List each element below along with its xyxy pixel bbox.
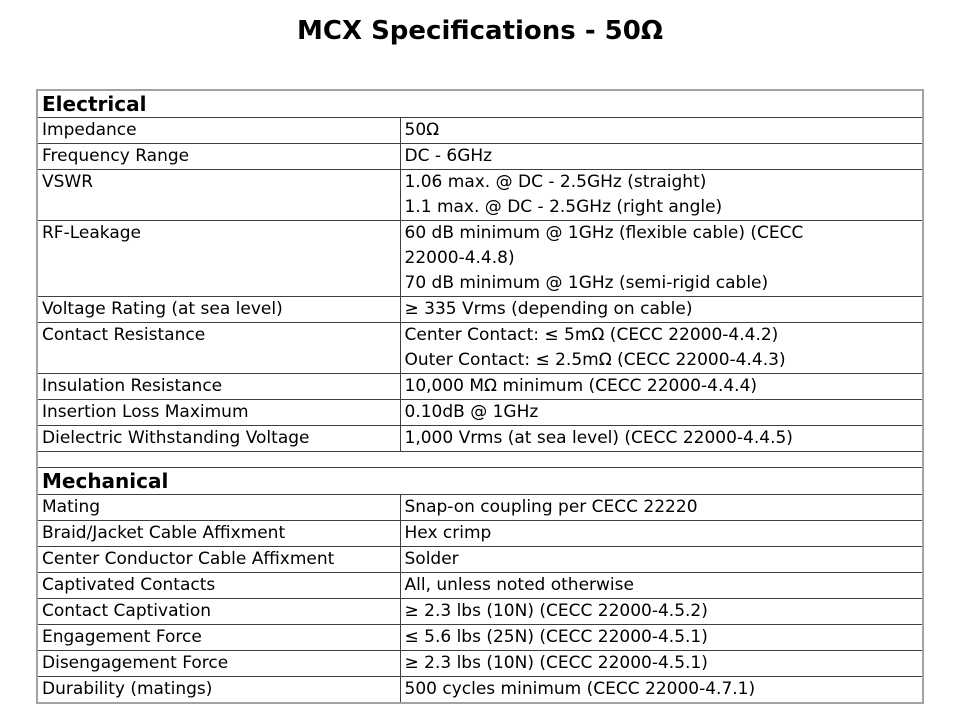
spec-label: Dielectric Withstanding Voltage <box>36 425 401 452</box>
table-row: Contact Resistance Center Contact: ≤ 5mΩ… <box>36 322 924 374</box>
spec-label: Captivated Contacts <box>36 572 401 599</box>
spec-value-line: ≤ 5.6 lbs (25N) (CECC 22000-4.5.1) <box>404 627 708 647</box>
section-row-mechanical: Mechanical <box>36 467 924 495</box>
spec-value-line: 500 cycles minimum (CECC 22000-4.7.1) <box>404 679 756 699</box>
spec-value-line: 1.06 max. @ DC - 2.5GHz (straight) <box>404 172 707 192</box>
spec-value: Hex crimp <box>399 520 924 547</box>
spec-value-line: Hex crimp <box>404 523 492 543</box>
spec-value-line: Snap-on coupling per CECC 22220 <box>404 497 698 517</box>
spec-value-line: 1.1 max. @ DC - 2.5GHz (right angle) <box>404 197 723 217</box>
spec-label: Engagement Force <box>36 624 401 651</box>
spec-value: All, unless noted otherwise <box>399 572 924 599</box>
table-row: Dielectric Withstanding Voltage 1,000 Vr… <box>36 425 924 452</box>
table-row: Captivated Contacts All, unless noted ot… <box>36 572 924 599</box>
spec-label: Insertion Loss Maximum <box>36 399 401 426</box>
spec-label: Disengagement Force <box>36 650 401 677</box>
table-row: Braid/Jacket Cable Affixment Hex crimp <box>36 520 924 547</box>
spec-value-line: 0.10dB @ 1GHz <box>404 402 539 422</box>
spec-value-line: All, unless noted otherwise <box>404 575 634 595</box>
spec-value-line: Solder <box>404 549 459 569</box>
spec-value: ≤ 5.6 lbs (25N) (CECC 22000-4.5.1) <box>399 624 924 651</box>
spec-label: Frequency Range <box>36 143 401 170</box>
spec-label: Contact Resistance <box>36 322 401 374</box>
spec-label: Braid/Jacket Cable Affixment <box>36 520 401 547</box>
table-row: Insertion Loss Maximum 0.10dB @ 1GHz <box>36 399 924 426</box>
spec-label: Center Conductor Cable Affixment <box>36 546 401 573</box>
table-row: Frequency Range DC - 6GHz <box>36 143 924 170</box>
spacer-cell <box>36 451 924 468</box>
spec-label: RF-Leakage <box>36 220 401 297</box>
spec-label: VSWR <box>36 169 401 221</box>
spec-value: 0.10dB @ 1GHz <box>399 399 924 426</box>
spec-value: 60 dB minimum @ 1GHz (flexible cable) (C… <box>399 220 924 297</box>
table-row: Disengagement Force ≥ 2.3 lbs (10N) (CEC… <box>36 650 924 677</box>
table-row: Durability (matings) 500 cycles minimum … <box>36 676 924 704</box>
section-title-electrical: Electrical <box>36 89 924 118</box>
spec-value-line: 10,000 MΩ minimum (CECC 22000-4.4.4) <box>404 376 758 396</box>
spec-table: Electrical Impedance 50Ω Frequency Range… <box>36 89 924 704</box>
page-title: MCX Specifications - 50Ω <box>297 16 663 46</box>
spec-value: Snap-on coupling per CECC 22220 <box>399 494 924 521</box>
spec-label: Insulation Resistance <box>36 373 401 400</box>
spec-value-line: 1,000 Vrms (at sea level) (CECC 22000-4.… <box>404 428 793 448</box>
spec-value-line: 50Ω <box>404 120 440 140</box>
spec-value-line: Center Contact: ≤ 5mΩ (CECC 22000-4.4.2) <box>404 325 779 345</box>
table-row: Center Conductor Cable Affixment Solder <box>36 546 924 573</box>
section-row-electrical: Electrical <box>36 89 924 118</box>
spec-value: 500 cycles minimum (CECC 22000-4.7.1) <box>399 676 924 704</box>
spec-value-line: 60 dB minimum @ 1GHz (flexible cable) (C… <box>404 223 804 243</box>
spec-value-line: ≥ 2.3 lbs (10N) (CECC 22000-4.5.1) <box>404 653 708 673</box>
spec-value: ≥ 335 Vrms (depending on cable) <box>399 296 924 323</box>
spec-value-line: 70 dB minimum @ 1GHz (semi-rigid cable) <box>404 273 769 293</box>
table-row: Insulation Resistance 10,000 MΩ minimum … <box>36 373 924 400</box>
section-title-mechanical: Mechanical <box>36 467 924 495</box>
spec-value: 1,000 Vrms (at sea level) (CECC 22000-4.… <box>399 425 924 452</box>
spec-value-line: DC - 6GHz <box>404 146 493 166</box>
table-row: Engagement Force ≤ 5.6 lbs (25N) (CECC 2… <box>36 624 924 651</box>
spec-value: Solder <box>399 546 924 573</box>
spec-value: DC - 6GHz <box>399 143 924 170</box>
spec-value-line: Outer Contact: ≤ 2.5mΩ (CECC 22000-4.4.3… <box>404 350 786 370</box>
spec-value-line: 22000-4.4.8) <box>404 248 515 268</box>
spec-label: Mating <box>36 494 401 521</box>
table-row: Impedance 50Ω <box>36 117 924 144</box>
spec-value: 10,000 MΩ minimum (CECC 22000-4.4.4) <box>399 373 924 400</box>
spec-value-line: ≥ 335 Vrms (depending on cable) <box>404 299 693 319</box>
spec-value: 50Ω <box>399 117 924 144</box>
spec-label: Impedance <box>36 117 401 144</box>
spec-label: Voltage Rating (at sea level) <box>36 296 401 323</box>
table-row: Contact Captivation ≥ 2.3 lbs (10N) (CEC… <box>36 598 924 625</box>
spec-value-line: ≥ 2.3 lbs (10N) (CECC 22000-4.5.2) <box>404 601 708 621</box>
spec-label: Durability (matings) <box>36 676 401 704</box>
spec-label: Contact Captivation <box>36 598 401 625</box>
table-row: Mating Snap-on coupling per CECC 22220 <box>36 494 924 521</box>
spec-value: 1.06 max. @ DC - 2.5GHz (straight) 1.1 m… <box>399 169 924 221</box>
table-row: Voltage Rating (at sea level) ≥ 335 Vrms… <box>36 296 924 323</box>
spacer-row <box>36 451 924 468</box>
spec-value: ≥ 2.3 lbs (10N) (CECC 22000-4.5.2) <box>399 598 924 625</box>
table-row: RF-Leakage 60 dB minimum @ 1GHz (flexibl… <box>36 220 924 297</box>
table-row: VSWR 1.06 max. @ DC - 2.5GHz (straight) … <box>36 169 924 221</box>
spec-value: ≥ 2.3 lbs (10N) (CECC 22000-4.5.1) <box>399 650 924 677</box>
spec-value: Center Contact: ≤ 5mΩ (CECC 22000-4.4.2)… <box>399 322 924 374</box>
